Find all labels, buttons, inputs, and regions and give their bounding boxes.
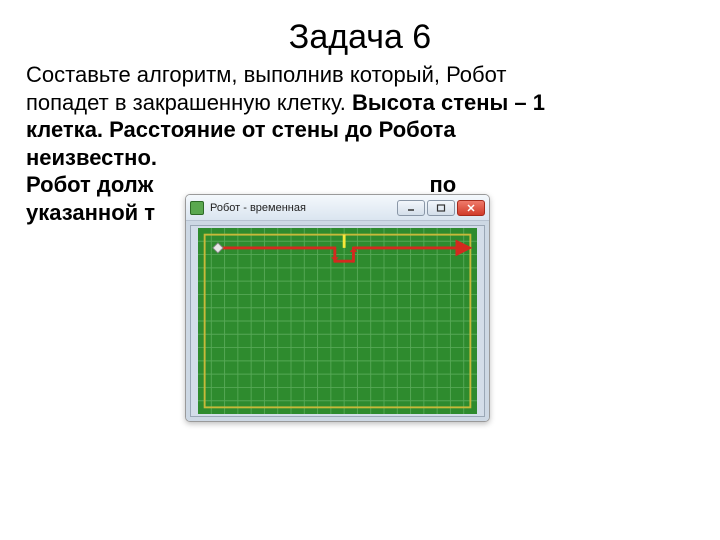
text-bold: указанной т bbox=[26, 200, 155, 225]
page-title: Задача 6 bbox=[0, 0, 720, 61]
robot-window: Робот - временная bbox=[185, 194, 490, 422]
text-bold: Высота стены – 1 bbox=[352, 90, 545, 115]
close-button[interactable] bbox=[457, 200, 485, 216]
minimize-button[interactable] bbox=[397, 200, 425, 216]
slide: Задача 6 Составьте алгоритм, выполнив ко… bbox=[0, 0, 720, 540]
client-area bbox=[186, 221, 489, 421]
titlebar[interactable]: Робот - временная bbox=[186, 195, 489, 221]
text-frag: Составьте алгоритм, выполнив который, Ро… bbox=[26, 62, 506, 87]
robot-app-icon bbox=[190, 201, 204, 215]
robot-field bbox=[193, 228, 482, 414]
field-frame bbox=[190, 225, 485, 417]
text-frag: попадет в закрашенную клетку. bbox=[26, 90, 352, 115]
text-bold: клетка. Расстояние от стены до Робота bbox=[26, 117, 456, 142]
window-title: Робот - временная bbox=[210, 202, 306, 214]
text-bold: Робот долж bbox=[26, 172, 153, 197]
maximize-button[interactable] bbox=[427, 200, 455, 216]
text-bold: неизвестно. bbox=[26, 145, 157, 170]
